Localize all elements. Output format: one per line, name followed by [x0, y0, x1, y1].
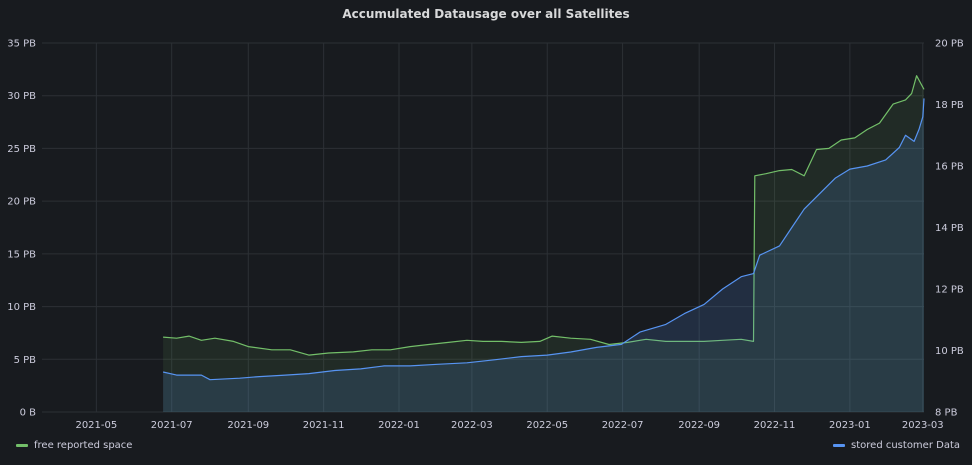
x-tick-label: 2021-05	[75, 420, 117, 431]
y-left-tick-label: 30 PB	[7, 91, 36, 102]
legend-item-free-reported-space[interactable]: free reported space	[16, 440, 132, 451]
y-left-tick-label: 5 PB	[14, 355, 37, 366]
series-area-stored	[163, 98, 925, 413]
y-right-tick-label: 14 PB	[935, 223, 964, 234]
y-left-tick-label: 10 PB	[7, 302, 36, 313]
x-tick-label: 2022-09	[678, 420, 720, 431]
y-right-tick-label: 18 PB	[935, 100, 964, 111]
series-line-free	[163, 75, 925, 356]
x-tick-label: 2023-01	[829, 420, 871, 431]
y-left-tick-label: 15 PB	[7, 249, 36, 260]
x-tick-label: 2021-11	[303, 420, 345, 431]
x-tick-label: 2021-09	[227, 420, 269, 431]
y-right-tick-label: 8 PB	[935, 408, 958, 419]
series-line-stored	[162, 98, 925, 381]
y-left-tick-label: 0 B	[20, 408, 37, 419]
x-tick-label: 2022-01	[378, 420, 420, 431]
x-tick-label: 2023-03	[902, 420, 944, 431]
legend-label-free: free reported space	[34, 440, 133, 451]
legend-item-stored-customer-data[interactable]: stored customer Data	[833, 440, 960, 451]
x-tick-label: 2022-07	[602, 420, 644, 431]
y-right-tick-label: 20 PB	[935, 39, 964, 50]
legend-swatch-free	[16, 444, 28, 447]
legend-label-stored: stored customer Data	[851, 440, 960, 451]
y-left-tick-label: 25 PB	[7, 144, 36, 155]
y-right-tick-label: 16 PB	[935, 162, 964, 173]
y-right-tick-label: 10 PB	[935, 346, 964, 357]
x-tick-label: 2022-03	[451, 420, 493, 431]
x-tick-label: 2022-05	[526, 420, 568, 431]
legend-swatch-stored	[833, 444, 846, 447]
y-left-tick-label: 20 PB	[7, 197, 36, 208]
y-left-tick-label: 35 PB	[7, 39, 36, 50]
x-tick-label: 2021-07	[151, 420, 193, 431]
x-tick-label: 2022-11	[754, 420, 796, 431]
y-right-tick-label: 12 PB	[935, 285, 964, 296]
panel-title: Accumulated Datausage over all Satellite…	[342, 7, 630, 21]
